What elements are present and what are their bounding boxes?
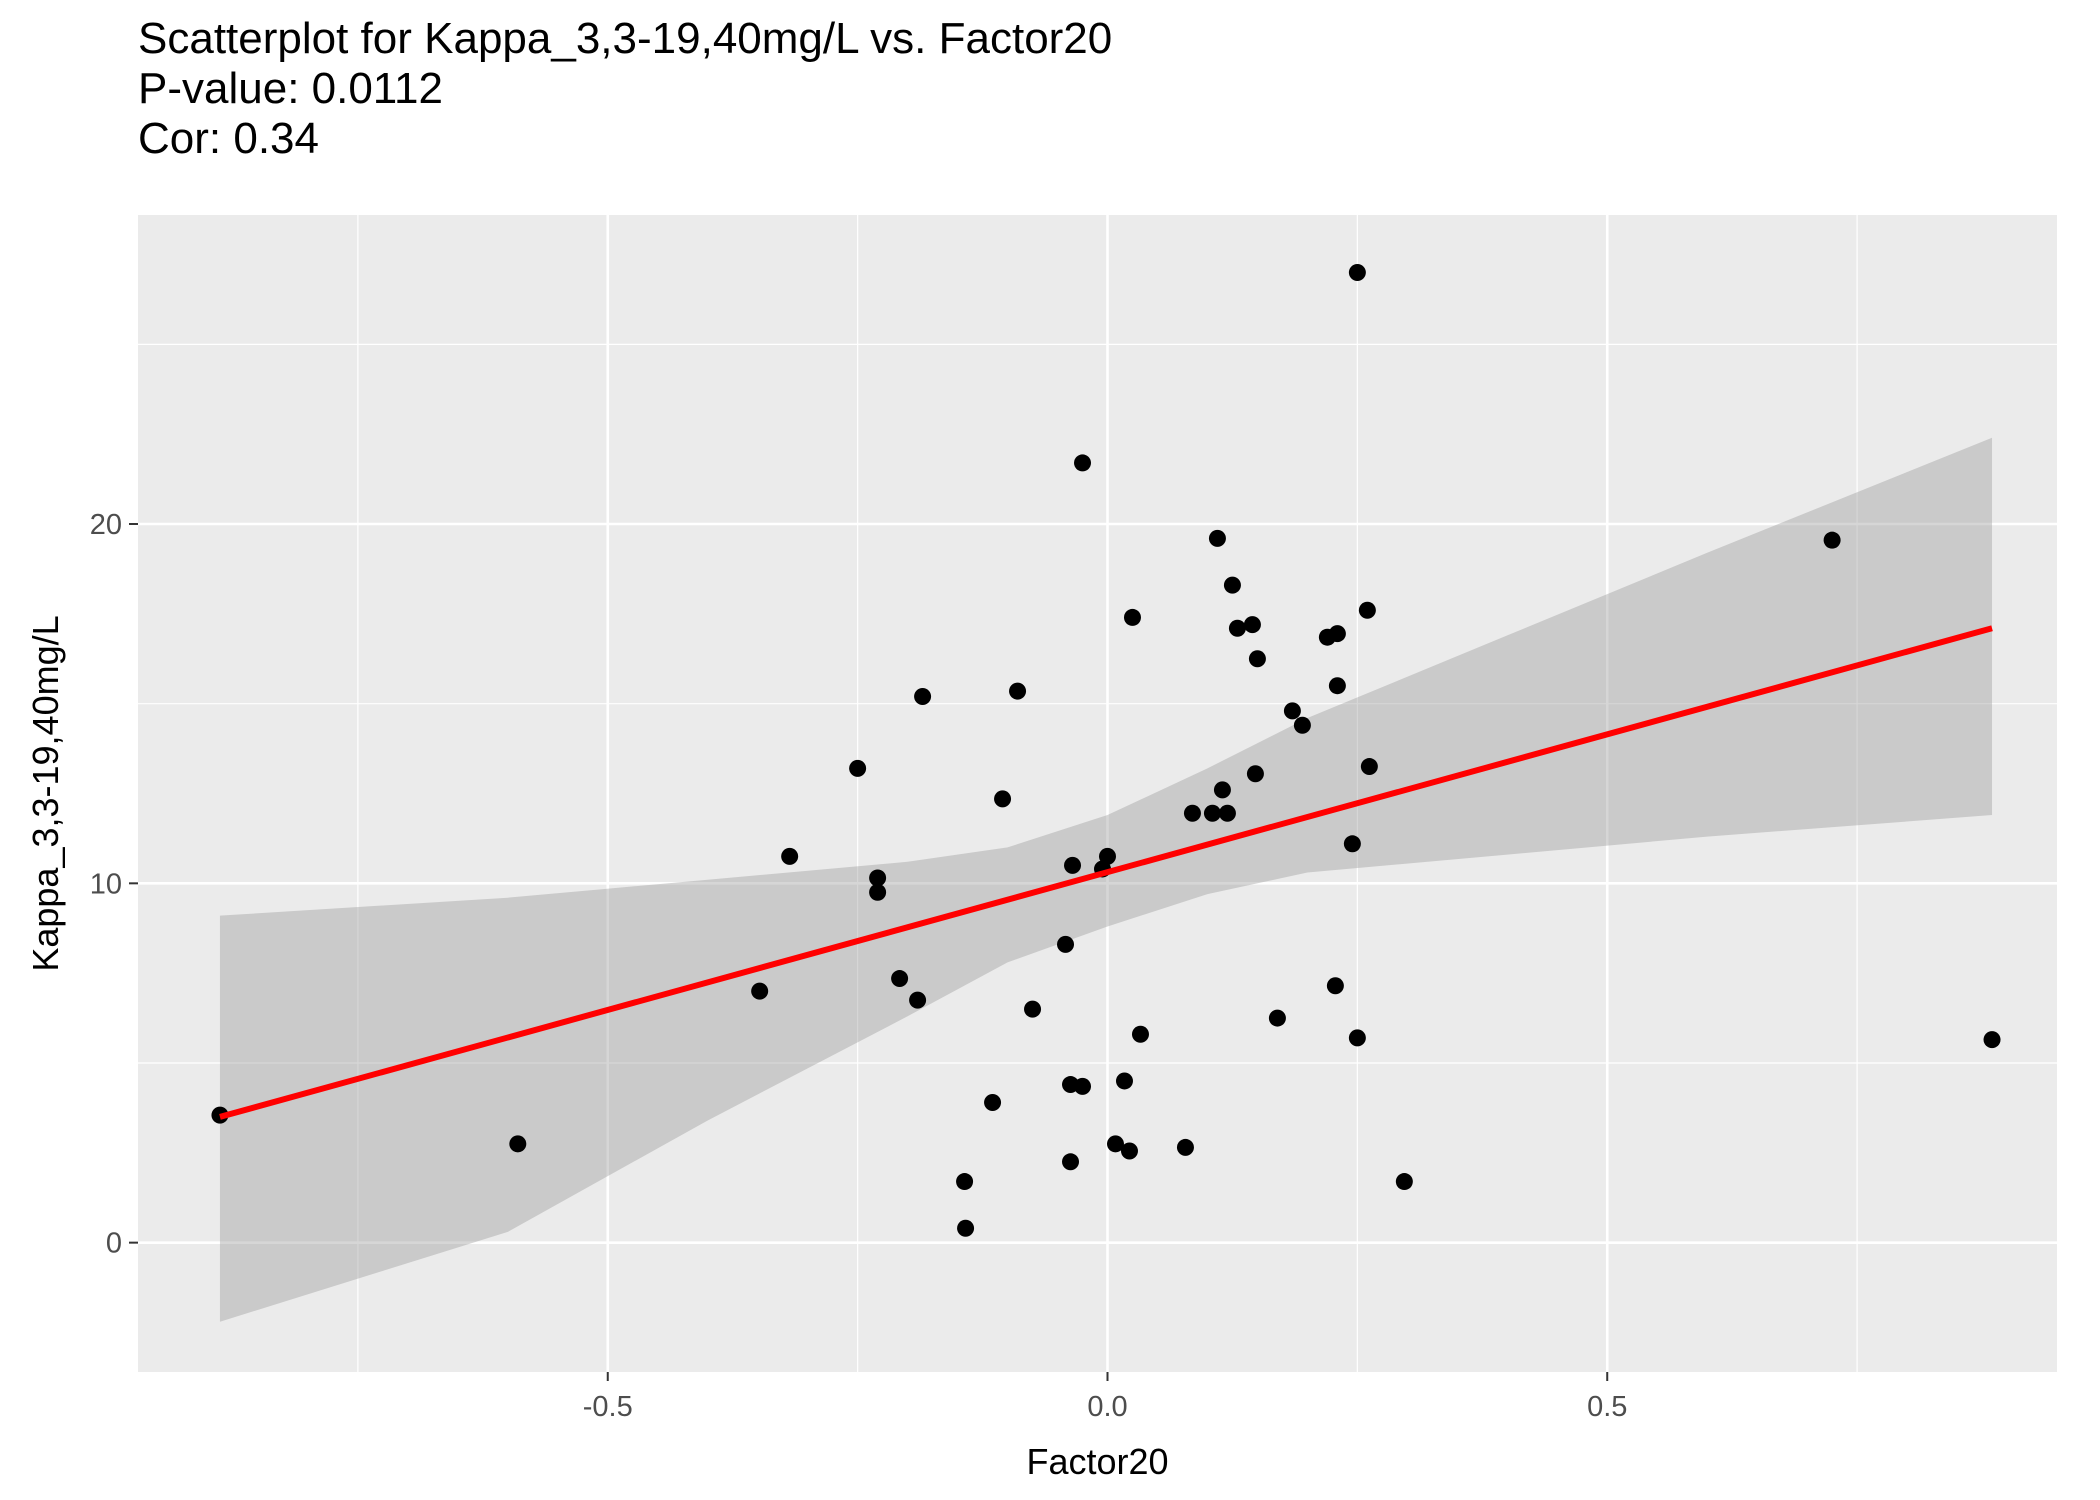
x-tick-label: 0.5 xyxy=(1587,1391,1627,1423)
data-point xyxy=(1106,1135,1124,1153)
data-point xyxy=(1348,1029,1366,1047)
data-point xyxy=(1983,1031,2001,1049)
data-point xyxy=(1243,616,1261,634)
data-point xyxy=(1823,531,1841,549)
data-point xyxy=(509,1135,527,1153)
data-point xyxy=(1358,601,1376,619)
data-point xyxy=(1120,1142,1138,1160)
data-point xyxy=(1348,263,1366,281)
x-axis-title: Factor20 xyxy=(1026,1441,1168,1482)
data-point xyxy=(1218,804,1236,822)
data-point xyxy=(1009,682,1027,700)
y-axis-ticks: 0 10 20 xyxy=(90,509,138,1260)
minor-gridlines xyxy=(138,215,2057,1372)
data-point xyxy=(1131,1025,1149,1043)
data-point xyxy=(909,991,927,1009)
plot-panel xyxy=(138,215,2057,1372)
data-point xyxy=(1074,1077,1092,1095)
confidence-band xyxy=(219,437,1993,1322)
data-point xyxy=(1248,650,1266,668)
y-tick-label: 20 xyxy=(90,509,122,541)
data-point xyxy=(781,847,799,865)
x-tick-label: 0.0 xyxy=(1087,1391,1127,1423)
chart-title: Scatterplot for Kappa_3,3-19,40mg/L vs. … xyxy=(138,14,1112,164)
data-point xyxy=(849,759,867,777)
data-point xyxy=(1318,628,1336,646)
data-point xyxy=(1293,716,1311,734)
data-points xyxy=(211,263,2001,1237)
data-point xyxy=(1203,804,1221,822)
data-point xyxy=(984,1094,1002,1112)
data-point xyxy=(1395,1173,1413,1191)
data-point xyxy=(1268,1009,1286,1027)
data-point xyxy=(1328,677,1346,695)
y-tick-label: 0 xyxy=(106,1228,122,1260)
major-gridlines xyxy=(138,215,2057,1372)
data-point xyxy=(994,790,1012,808)
data-point xyxy=(1115,1072,1133,1090)
data-point xyxy=(1228,619,1246,637)
data-point xyxy=(1213,781,1231,799)
data-point xyxy=(1360,758,1378,776)
data-point xyxy=(869,883,887,901)
chart-subtitle-correlation: Cor: 0.34 xyxy=(138,114,319,163)
data-point xyxy=(891,970,909,988)
data-point xyxy=(1208,529,1226,547)
data-point xyxy=(914,687,932,705)
data-point xyxy=(869,869,887,887)
data-point xyxy=(1123,608,1141,626)
data-point xyxy=(1024,1000,1042,1018)
data-point xyxy=(957,1219,975,1237)
data-point xyxy=(956,1173,974,1191)
y-axis-title: Kappa_3,3-19,40mg/L xyxy=(25,615,66,971)
chart-title-line-1: Scatterplot for Kappa_3,3-19,40mg/L vs. … xyxy=(138,14,1113,63)
y-tick-label: 10 xyxy=(90,868,122,900)
data-point xyxy=(1062,1153,1080,1171)
data-point xyxy=(1064,856,1082,874)
data-point xyxy=(1223,576,1241,594)
data-point xyxy=(1343,835,1361,853)
chart-subtitle-p-value: P-value: 0.0112 xyxy=(138,64,443,113)
data-point xyxy=(751,982,769,1000)
x-tick-label: -0.5 xyxy=(583,1391,633,1423)
x-axis-ticks: -0.5 0.0 0.5 xyxy=(583,1372,1627,1423)
data-point xyxy=(1074,454,1092,472)
data-point xyxy=(1176,1138,1194,1156)
regression-line xyxy=(219,625,1993,1120)
data-point xyxy=(1183,804,1201,822)
data-point xyxy=(1246,765,1264,783)
data-point xyxy=(1057,935,1075,953)
data-point xyxy=(1283,702,1301,720)
data-point xyxy=(1326,977,1344,995)
